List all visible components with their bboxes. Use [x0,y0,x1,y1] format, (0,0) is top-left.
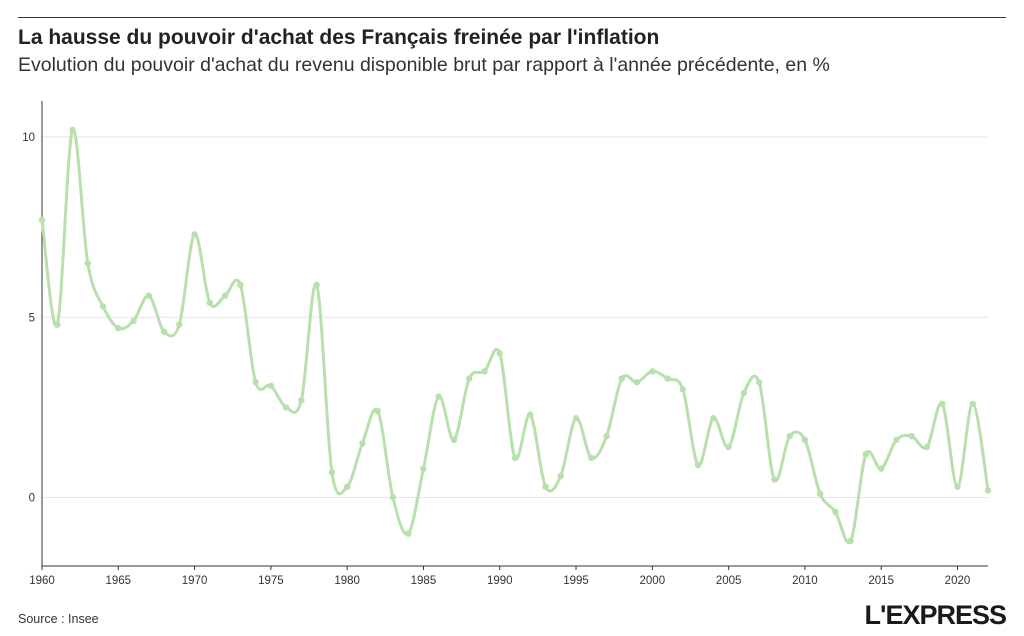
data-point-1994[interactable] [557,472,564,480]
data-point-1975[interactable] [267,382,275,389]
data-point-2019[interactable] [939,400,946,407]
y-tick-label: 5 [29,312,35,324]
data-point-1965[interactable] [115,324,122,332]
data-point-2020[interactable] [954,483,961,490]
data-point-1989[interactable] [481,368,488,375]
x-tick-label: 2010 [792,575,818,587]
x-tick-label: 1990 [487,575,513,587]
data-point-1984[interactable] [404,530,412,537]
data-point-2017[interactable] [908,433,915,440]
data-point-2011[interactable] [816,490,824,498]
brand-logo: L'EXPRESS [864,600,1007,630]
x-tick-label: 1985 [411,575,437,587]
data-point-1986[interactable] [435,393,442,400]
chart-subtitle: Evolution du pouvoir d'achat du revenu d… [18,54,830,76]
x-tick-label: 1980 [334,575,360,587]
source-note: Source : Insee [18,612,99,626]
data-point-2007[interactable] [755,378,763,386]
data-point-1967[interactable] [145,292,153,299]
data-point-1990[interactable] [496,350,503,357]
data-point-1983[interactable] [389,494,397,501]
data-point-2015[interactable] [877,465,885,472]
data-point-1970[interactable] [191,231,198,238]
x-tick-label: 2005 [716,575,742,587]
data-point-2022[interactable] [984,487,992,494]
data-point-1962[interactable] [69,126,76,134]
data-point-2010[interactable] [801,436,809,444]
data-point-1966[interactable] [130,317,137,325]
top-rule [18,17,1006,18]
x-tick-label: 1995 [563,575,589,587]
data-point-2003[interactable] [694,461,702,469]
data-point-1981[interactable] [359,440,366,447]
data-point-1997[interactable] [603,433,610,440]
y-tick-label: 0 [29,493,35,505]
data-point-1978[interactable] [313,281,320,289]
data-point-1961[interactable] [54,321,61,328]
data-point-1995[interactable] [572,415,580,422]
data-point-2001[interactable] [664,375,671,382]
data-point-2018[interactable] [923,443,931,451]
data-point-1972[interactable] [221,292,229,299]
data-point-1969[interactable] [176,321,183,328]
x-tick-label: 2015 [868,575,894,587]
data-point-1996[interactable] [588,454,595,462]
data-point-1979[interactable] [328,469,336,476]
data-point-1982[interactable] [374,407,381,415]
data-point-2013[interactable] [847,537,854,544]
data-point-1985[interactable] [420,465,427,472]
series-line [40,128,990,545]
x-tick-label: 1975 [258,575,284,587]
data-point-1988[interactable] [466,375,473,382]
data-point-1974[interactable] [252,378,259,386]
x-tick-label: 1970 [182,575,208,587]
data-point-1964[interactable] [99,303,107,310]
data-point-1977[interactable] [298,396,305,404]
data-point-1999[interactable] [633,378,641,386]
data-point-1998[interactable] [618,375,626,382]
data-point-1976[interactable] [282,404,290,411]
grid-layer [42,136,988,499]
data-point-2016[interactable] [893,436,900,444]
data-point-2014[interactable] [862,451,870,458]
data-point-1963[interactable] [84,260,91,267]
axis-layer [41,101,988,570]
data-point-2008[interactable] [771,476,778,483]
chart-title: La hausse du pouvoir d'achat des Françai… [18,26,660,49]
data-point-2004[interactable] [710,415,717,422]
data-point-1973[interactable] [237,281,244,289]
data-point-2000[interactable] [649,368,656,375]
data-point-2009[interactable] [786,433,793,440]
data-point-2006[interactable] [740,389,748,397]
y-tick-label: 10 [22,132,35,144]
data-point-1991[interactable] [511,454,519,462]
data-point-1980[interactable] [343,483,351,490]
data-point-1960[interactable] [38,216,46,224]
x-tick-label: 1965 [105,575,131,587]
tick-label-layer: 0 5 10 1960 1965 1970 1975 1980 1985 1990 1995 2000… [22,132,970,587]
x-tick-label: 1960 [29,575,55,587]
data-point-2005[interactable] [725,443,732,451]
x-tick-label: 2020 [945,575,971,587]
data-point-2012[interactable] [832,508,839,516]
series-layer [38,126,992,545]
data-point-1993[interactable] [542,483,549,490]
data-point-1987[interactable] [450,436,458,444]
x-tick-label: 2000 [640,575,666,587]
data-point-2002[interactable] [679,386,687,393]
data-point-1968[interactable] [160,328,168,335]
data-point-1992[interactable] [527,411,534,418]
data-point-1971[interactable] [206,299,214,307]
data-point-2021[interactable] [969,400,976,407]
